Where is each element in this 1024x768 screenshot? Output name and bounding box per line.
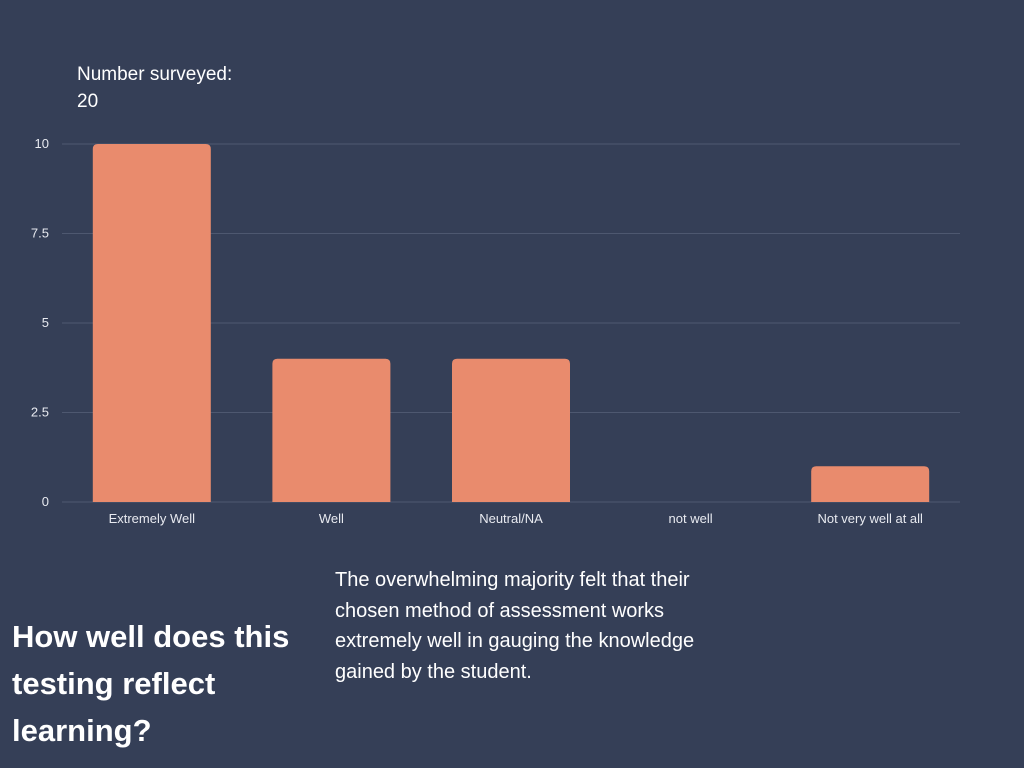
x-tick-label: Extremely Well	[109, 511, 196, 526]
summary-text: The overwhelming majority felt that thei…	[335, 569, 695, 683]
x-tick-label: Well	[319, 511, 344, 526]
bar-extremely-well	[92, 144, 211, 502]
bar-chart: 0 2.5 5 7.5 10 Extremely Well Well Neutral/NA n…	[31, 136, 960, 526]
x-axis-ticks: Extremely Well Well Neutral/NA not well Not …	[109, 511, 923, 526]
y-axis-ticks: 0 2.5 5 7.5 10	[31, 136, 49, 509]
y-tick-label: 0	[42, 494, 49, 509]
bars	[92, 144, 930, 502]
bar-neutral-na	[452, 358, 570, 502]
gridlines	[62, 143, 960, 503]
survey-count-note: Number surveyed: 20	[77, 64, 233, 112]
x-tick-label: Not very well at all	[817, 511, 923, 526]
bar-well	[272, 358, 391, 502]
y-tick-label: 10	[35, 136, 49, 151]
x-tick-label: Neutral/NA	[479, 511, 543, 526]
question-heading: How well does this testing reflect learn…	[12, 619, 290, 748]
y-tick-label: 2.5	[31, 405, 49, 420]
x-tick-label: not well	[669, 511, 713, 526]
bar-not-very-well-at-all	[811, 466, 930, 502]
y-tick-label: 7.5	[31, 226, 49, 241]
y-tick-label: 5	[42, 315, 49, 330]
